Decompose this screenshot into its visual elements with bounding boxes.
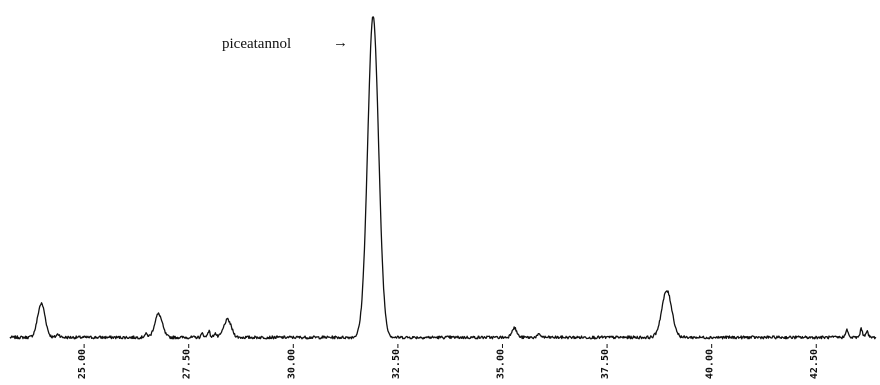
piceatannol-arrow-icon: → <box>333 35 348 51</box>
x-tick-label: 25.00 <box>77 349 88 379</box>
x-tick-label: 37.50 <box>600 349 611 379</box>
annotation-layer: piceatannol → <box>222 35 348 52</box>
piceatannol-label: piceatannol <box>222 36 291 52</box>
x-tick-label: 32.50 <box>391 349 402 379</box>
trace-layer <box>9 16 877 340</box>
x-axis-ticks: 25.00 27.50 30.00 32.50 35.00 37.50 40.00 42.50 <box>77 344 820 379</box>
x-tick-label: 35.00 <box>495 349 506 379</box>
chromatogram-trace <box>9 16 877 340</box>
x-tick-label: 42.50 <box>809 349 820 379</box>
x-tick-label: 27.50 <box>182 349 193 379</box>
x-tick-label: 40.00 <box>705 349 716 379</box>
x-tick-label: 30.00 <box>286 349 297 379</box>
